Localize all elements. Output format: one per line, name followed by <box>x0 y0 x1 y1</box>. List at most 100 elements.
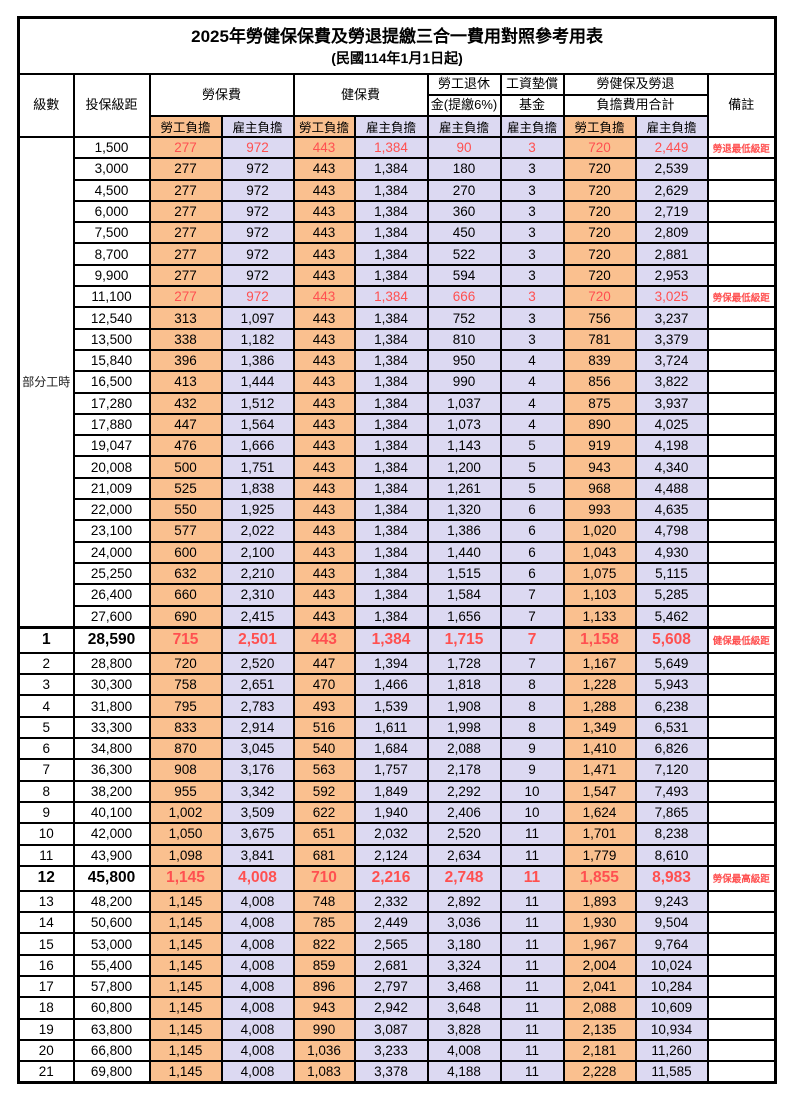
cell-health-employer: 1,384 <box>353 263 429 288</box>
cell-remark <box>706 996 777 1020</box>
cell-labor-employer: 1,925 <box>220 498 295 522</box>
cell-wagefund-employer: 3 <box>499 199 565 224</box>
cell-labor-worker: 277 <box>148 285 223 309</box>
cell-pension-employer: 2,406 <box>426 800 502 825</box>
cell-health-employer: 1,539 <box>353 694 429 718</box>
cell-labor-worker: 338 <box>148 327 223 351</box>
cell-total-employer: 7,865 <box>634 800 709 825</box>
cell-wagefund-employer: 8 <box>499 694 565 718</box>
cell-remark <box>706 673 777 697</box>
cell-pension-employer: 270 <box>426 178 502 202</box>
cell-pension-employer: 950 <box>426 348 502 373</box>
cell-labor-worker: 870 <box>148 737 223 761</box>
cell-labor-worker: 795 <box>148 694 223 718</box>
cell-total-employer: 7,120 <box>634 758 709 782</box>
cell-labor-worker: 277 <box>148 242 223 266</box>
header-row-3: 勞工負擔 雇主負擔 勞工負擔 雇主負擔 雇主負擔 雇主負擔 勞工負擔 雇主負擔 <box>19 115 776 138</box>
cell-health-worker: 710 <box>292 864 356 892</box>
cell-health-worker: 470 <box>292 673 356 697</box>
cell-total-employer: 11,260 <box>634 1038 709 1063</box>
cell-wagefund-employer: 6 <box>499 561 565 586</box>
cell-total-worker: 1,020 <box>562 519 637 543</box>
cell-labor-employer: 3,509 <box>220 800 295 825</box>
cell-labor-employer: 2,100 <box>220 540 295 564</box>
cell-wagefund-employer: 3 <box>499 135 565 160</box>
cell-health-worker: 443 <box>292 455 356 479</box>
cell-wagefund-employer: 9 <box>499 737 565 761</box>
cell-health-worker: 822 <box>292 932 356 956</box>
cell-labor-employer: 4,008 <box>220 953 295 977</box>
cell-wagefund-employer: 10 <box>499 800 565 825</box>
cell-bracket: 23,100 <box>72 519 151 543</box>
cell-health-employer: 1,384 <box>353 327 429 351</box>
cell-total-worker: 720 <box>562 135 637 160</box>
cell-total-worker: 839 <box>562 348 637 373</box>
cell-wagefund-employer: 11 <box>499 974 565 999</box>
cell-health-employer: 1,611 <box>353 715 429 740</box>
cell-remark <box>706 889 777 914</box>
cell-labor-employer: 4,008 <box>220 911 295 935</box>
cell-labor-worker: 690 <box>148 604 223 629</box>
cell-pension-employer: 2,634 <box>426 843 502 867</box>
cell-health-worker: 785 <box>292 911 356 935</box>
cell-total-employer: 2,629 <box>634 178 709 202</box>
cell-labor-worker: 277 <box>148 157 223 181</box>
cell-health-worker: 990 <box>292 1017 356 1041</box>
table-row: 6,000 277 972 443 1,384 360 3 720 2,719 <box>19 199 777 224</box>
table-row: 27,600 690 2,415 443 1,384 1,656 7 1,133 5,462 <box>19 604 777 629</box>
table-row: 4 31,800 795 2,783 493 1,539 1,908 8 1,288 6,238 <box>17 694 777 718</box>
cell-total-employer: 2,881 <box>634 242 709 266</box>
table-row: 12,540 313 1,097 443 1,384 752 3 756 3,237 <box>19 306 777 330</box>
cell-health-worker: 443 <box>292 178 356 202</box>
table-row: 17 57,800 1,145 4,008 896 2,797 3,468 11 2,041 10… <box>17 974 777 999</box>
cell-bracket: 11,100 <box>72 285 151 309</box>
cell-total-worker: 2,041 <box>562 974 637 999</box>
cell-labor-employer: 1,097 <box>220 306 295 330</box>
cell-labor-worker: 908 <box>148 758 223 782</box>
cell-level: 12 <box>17 864 75 892</box>
cell-labor-employer: 1,512 <box>220 391 295 415</box>
cell-labor-employer: 3,342 <box>220 779 295 803</box>
cell-pension-employer: 1,908 <box>426 694 502 718</box>
cell-total-worker: 1,349 <box>562 715 637 740</box>
cell-labor-worker: 396 <box>148 348 223 373</box>
cell-level: 14 <box>17 911 75 935</box>
cell-wagefund-employer: 4 <box>499 348 565 373</box>
cell-labor-worker: 313 <box>148 306 223 330</box>
cell-remark <box>706 327 777 351</box>
table-row: 16 55,400 1,145 4,008 859 2,681 3,324 11 2,004 10… <box>17 953 777 977</box>
cell-total-worker: 1,967 <box>562 932 637 956</box>
cell-health-employer: 2,681 <box>353 953 429 977</box>
cell-level: 8 <box>17 779 75 803</box>
cell-bracket: 16,500 <box>72 370 151 394</box>
cell-remark <box>706 306 777 330</box>
cell-health-worker: 443 <box>292 583 356 607</box>
header-total-line2: 負擔費用合計 <box>562 94 709 117</box>
cell-pension-employer: 810 <box>426 327 502 351</box>
cell-labor-worker: 476 <box>148 434 223 458</box>
cell-labor-worker: 447 <box>148 412 223 437</box>
cell-pension-employer: 4,008 <box>426 1038 502 1063</box>
cell-level: 18 <box>17 996 75 1020</box>
cell-bracket: 25,250 <box>72 561 151 586</box>
cell-wagefund-employer: 6 <box>499 519 565 543</box>
cell-wagefund-employer: 11 <box>499 1017 565 1041</box>
cell-labor-worker: 1,050 <box>148 822 223 846</box>
cell-level: 19 <box>17 1017 75 1041</box>
cell-remark <box>706 412 777 437</box>
cell-bracket: 48,200 <box>72 889 151 914</box>
cell-total-employer: 2,449 <box>634 135 709 160</box>
cell-health-worker: 896 <box>292 974 356 999</box>
page-title: 2025年勞健保保費及勞退提繳三合一費用對照參考用表 <box>191 27 603 47</box>
cell-bracket: 60,800 <box>72 996 151 1020</box>
cell-total-employer: 3,379 <box>634 327 709 351</box>
cell-bracket: 9,900 <box>72 263 151 288</box>
cell-bracket: 27,600 <box>72 604 151 629</box>
cell-total-employer: 11,585 <box>634 1060 709 1084</box>
cell-health-employer: 3,233 <box>353 1038 429 1063</box>
cell-bracket: 50,600 <box>72 911 151 935</box>
cell-health-employer: 1,384 <box>353 434 429 458</box>
cell-total-employer: 3,237 <box>634 306 709 330</box>
table-row: 20,008 500 1,751 443 1,384 1,200 5 943 4,340 <box>19 455 777 479</box>
